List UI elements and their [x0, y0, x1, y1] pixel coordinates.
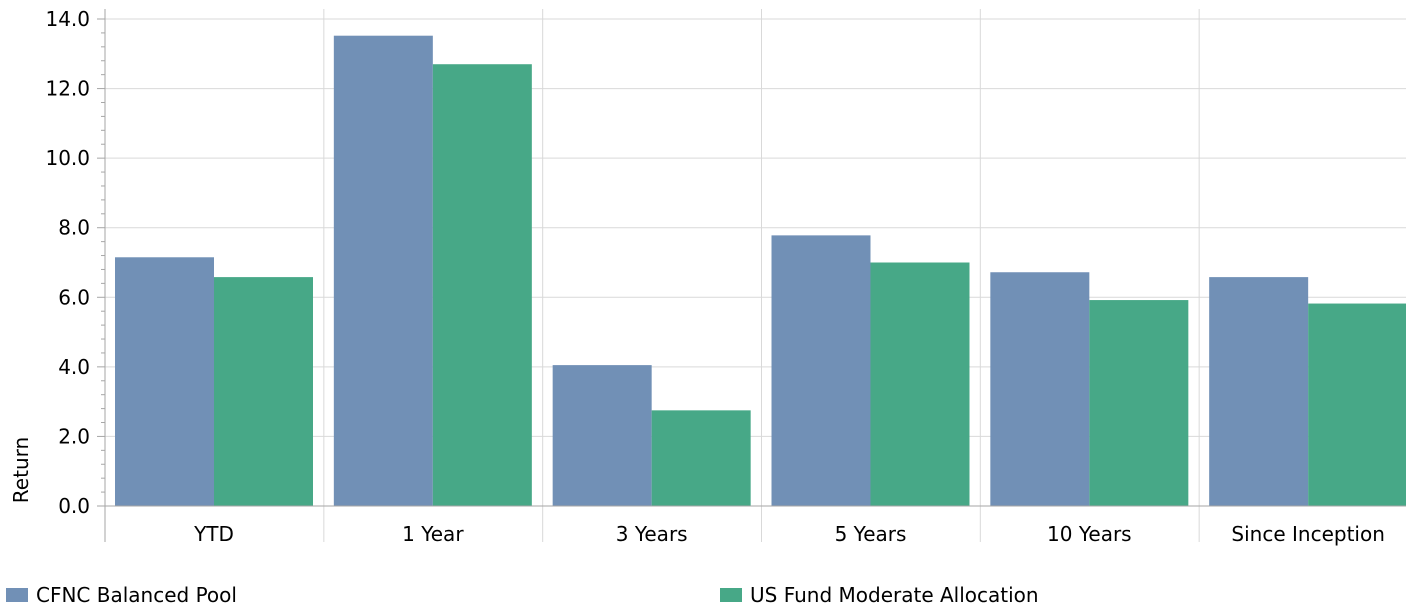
y-tick-label: 0.0	[58, 494, 90, 518]
x-tick-label: YTD	[193, 522, 234, 546]
legend-swatch	[720, 588, 742, 602]
bar-series1	[990, 272, 1090, 506]
y-tick-label: 4.0	[58, 355, 90, 379]
bar-series1	[115, 257, 214, 506]
x-axis-ticks: YTD 1 Year 3 Years 5 Years 10 Years Since Inc…	[193, 522, 1385, 546]
bar-series1	[771, 235, 871, 507]
y-tick-label: 8.0	[58, 216, 90, 240]
y-tick-label: 12.0	[45, 77, 90, 101]
bar-series1	[1209, 277, 1309, 506]
x-tick-label: 3 Years	[616, 522, 688, 546]
legend-label: US Fund Moderate Allocation	[750, 583, 1039, 603]
y-axis-ticks: 0.0 2.0 4.0 6.0 8.0 10.0 12.0 14.0	[45, 7, 90, 518]
legend-swatch	[6, 588, 28, 602]
bar-series1	[552, 365, 652, 506]
x-tick-label: 5 Years	[835, 522, 907, 546]
y-tick-label: 14.0	[45, 7, 90, 31]
axes	[97, 9, 1406, 542]
x-tick-label: 1 Year	[402, 522, 464, 546]
y-tick-label: 2.0	[58, 424, 90, 448]
y-tick-label: 6.0	[58, 285, 90, 309]
x-tick-label: Since Inception	[1231, 522, 1384, 546]
legend: CFNC Balanced Pool US Fund Moderate Alloc…	[6, 583, 1039, 603]
bar-series2	[1308, 303, 1406, 506]
bar-series2	[651, 410, 751, 506]
bars	[115, 35, 1406, 507]
x-tick-label: 10 Years	[1047, 522, 1132, 546]
bar-series1	[333, 35, 433, 506]
bar-series2	[432, 64, 532, 506]
gridlines	[105, 9, 1406, 542]
y-tick-label: 10.0	[45, 146, 90, 170]
bar-series2	[870, 262, 970, 506]
legend-label: CFNC Balanced Pool	[36, 583, 237, 603]
bar-series2	[214, 277, 313, 506]
bar-series2	[1089, 300, 1189, 506]
y-axis-title: Return	[9, 437, 33, 503]
